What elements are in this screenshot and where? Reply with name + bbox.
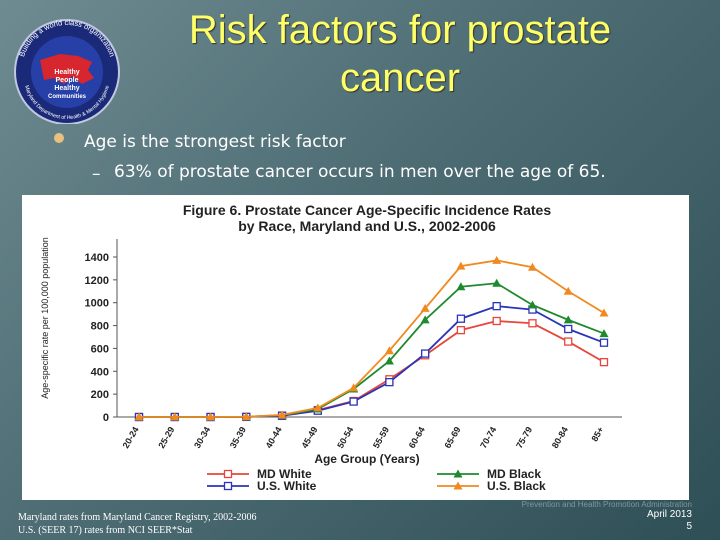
data-point — [456, 325, 466, 335]
data-point — [564, 324, 573, 334]
slide-title-line2: cancer — [339, 56, 461, 100]
data-point — [564, 337, 573, 346]
data-point — [599, 329, 609, 338]
y-tick-label: 1400 — [85, 252, 109, 264]
x-tick-label: 45-49 — [299, 425, 319, 450]
y-tick-label: 200 — [91, 389, 109, 401]
data-point — [313, 403, 323, 412]
legend-label: U.S. Black — [487, 479, 546, 493]
slide-title-line1: Risk factors for prostate — [188, 8, 612, 52]
source-line2: U.S. (SEER 17) rates from NCI SEER*Stat — [18, 525, 193, 536]
data-point — [528, 319, 537, 328]
data-point — [349, 383, 359, 392]
data-point — [241, 412, 251, 421]
incidence-chart: Figure 6. Prostate Cancer Age-Specific I… — [40, 202, 622, 493]
data-point — [420, 303, 430, 312]
x-tick-label: 80-84 — [550, 425, 570, 450]
legend-marker — [453, 481, 463, 490]
x-tick-label: 40-44 — [264, 425, 284, 450]
slide-date-block: April 2013 5 — [647, 509, 692, 533]
data-point — [420, 315, 430, 324]
data-point — [456, 282, 466, 291]
y-tick-label: 1200 — [85, 275, 109, 287]
y-tick-label: 600 — [91, 343, 109, 355]
chart-y-axis-label: Age-specific rate per 100,000 population — [40, 237, 50, 399]
data-point — [492, 301, 501, 311]
data-point — [456, 261, 466, 270]
credit-text: Prevention and Health Promotion Administ… — [521, 500, 692, 509]
legend-label: MD Black — [487, 467, 541, 481]
chart-x-axis-label: Age Group (Years) — [314, 452, 419, 466]
data-point — [527, 262, 537, 271]
data-point — [277, 410, 287, 419]
logo-line2: People — [56, 77, 79, 84]
slide-title: Risk factors for prostate cancer — [140, 6, 660, 102]
source-note: Maryland rates from Maryland Cancer Regi… — [18, 511, 256, 537]
x-tick-label: 25-29 — [156, 425, 176, 450]
sub-bullet-dash: – — [92, 164, 101, 184]
x-tick-label: 20-24 — [121, 425, 141, 450]
data-point — [492, 316, 501, 326]
chart-panel: Figure 6. Prostate Cancer Age-Specific I… — [22, 195, 689, 500]
logo-line1: Healthy — [54, 69, 79, 76]
legend-marker — [223, 481, 233, 491]
x-tick-label: 65-69 — [442, 425, 462, 450]
legend-marker — [453, 469, 463, 478]
data-point — [599, 338, 609, 347]
legend-label: MD White — [257, 467, 312, 481]
bullet-text: Age is the strongest risk factor — [84, 132, 346, 152]
data-point — [384, 356, 394, 365]
x-tick-label: 85+ — [589, 425, 605, 443]
data-point — [563, 286, 573, 295]
chart-title-line2: by Race, Maryland and U.S., 2002-2006 — [238, 218, 496, 234]
data-point — [456, 314, 466, 323]
page-number: 5 — [686, 521, 692, 532]
sub-bullet-text: 63% of prostate cancer occurs in men ove… — [114, 162, 606, 182]
x-tick-label: 35-39 — [228, 425, 248, 450]
data-point — [384, 346, 394, 355]
data-point — [599, 357, 609, 367]
slide-date: April 2013 — [646, 509, 692, 520]
data-point — [134, 412, 144, 421]
data-point — [349, 397, 358, 406]
logo-line4: Communities — [48, 94, 87, 100]
data-point — [492, 255, 502, 264]
y-tick-label: 1000 — [85, 298, 109, 310]
x-tick-label: 70-74 — [478, 425, 498, 450]
chart-title-line1: Figure 6. Prostate Cancer Age-Specific I… — [183, 202, 551, 218]
x-tick-label: 50-54 — [335, 425, 355, 450]
data-point — [492, 278, 502, 287]
y-tick-label: 400 — [91, 366, 109, 378]
x-tick-label: 60-64 — [407, 425, 427, 450]
y-tick-label: 0 — [103, 412, 109, 424]
x-tick-label: 75-79 — [514, 425, 534, 450]
data-point — [206, 412, 216, 421]
x-tick-label: 55-59 — [371, 425, 391, 450]
bullet-dot — [54, 133, 64, 143]
logo-line3: Healthy — [54, 85, 79, 92]
series-line-u-s-black — [139, 259, 605, 418]
organization-logo: Building a world class organization Mary… — [8, 14, 126, 125]
data-point — [170, 412, 180, 421]
data-point — [421, 349, 430, 358]
data-point — [385, 377, 394, 387]
legend-label: U.S. White — [257, 479, 317, 493]
data-point — [599, 308, 609, 317]
series-line-md-black — [139, 282, 605, 418]
data-point — [527, 300, 537, 309]
y-tick-label: 800 — [91, 321, 109, 333]
data-point — [563, 315, 573, 324]
legend-marker — [223, 469, 233, 479]
maryland-map-shape — [40, 54, 94, 84]
x-tick-label: 30-34 — [192, 425, 212, 450]
source-line1: Maryland rates from Maryland Cancer Regi… — [18, 512, 257, 523]
